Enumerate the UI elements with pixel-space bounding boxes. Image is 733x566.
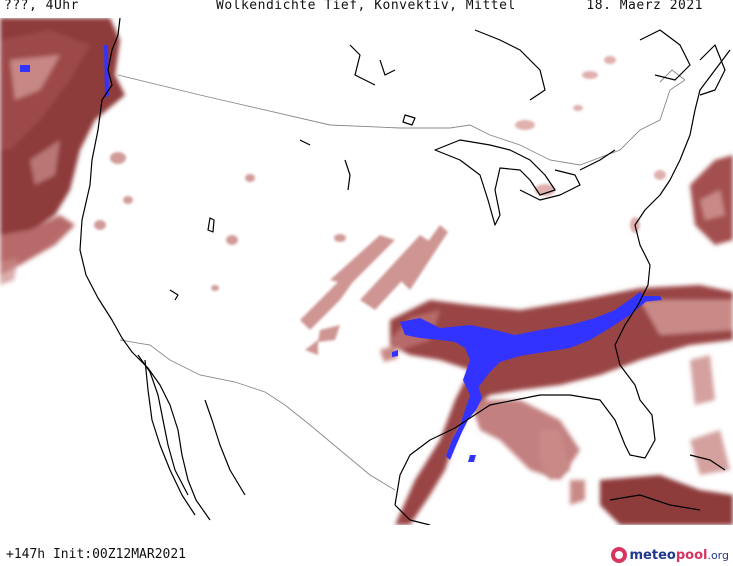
- model-run-info: +147h Init:00Z12MAR2021: [6, 547, 187, 562]
- logo-text-pool: pool: [675, 547, 708, 563]
- northeast-clouds: [515, 56, 666, 233]
- footer-bar: +147h Init:00Z12MAR2021 meteo pool .org: [0, 540, 733, 566]
- meteopool-logo-icon: [610, 547, 627, 563]
- logo-text-org: .org: [707, 548, 729, 562]
- coastlines: [79, 18, 731, 525]
- header-bar: ???, 4Uhr Wolkendichte Tief, Konvektiv, …: [0, 0, 733, 18]
- pacific-cloud-area: [0, 18, 125, 285]
- atlantic-cloud: [690, 155, 733, 245]
- map-canvas: [0, 18, 733, 525]
- valid-time-label: ???, 4Uhr: [4, 0, 79, 13]
- meteopool-logo[interactable]: meteo pool .org: [610, 545, 729, 565]
- scattered-clouds-west: [94, 152, 346, 291]
- plains-cloud-streaks: [300, 225, 448, 355]
- weather-map: [0, 18, 733, 525]
- gulf-clouds: [540, 355, 733, 525]
- forecast-date: 18. Maerz 2021: [586, 0, 703, 13]
- logo-text-meteo: meteo: [629, 547, 676, 563]
- borders: [117, 69, 686, 491]
- map-title: Wolkendichte Tief, Konvektiv, Mittel: [216, 0, 516, 13]
- pacific-convective: [20, 45, 109, 98]
